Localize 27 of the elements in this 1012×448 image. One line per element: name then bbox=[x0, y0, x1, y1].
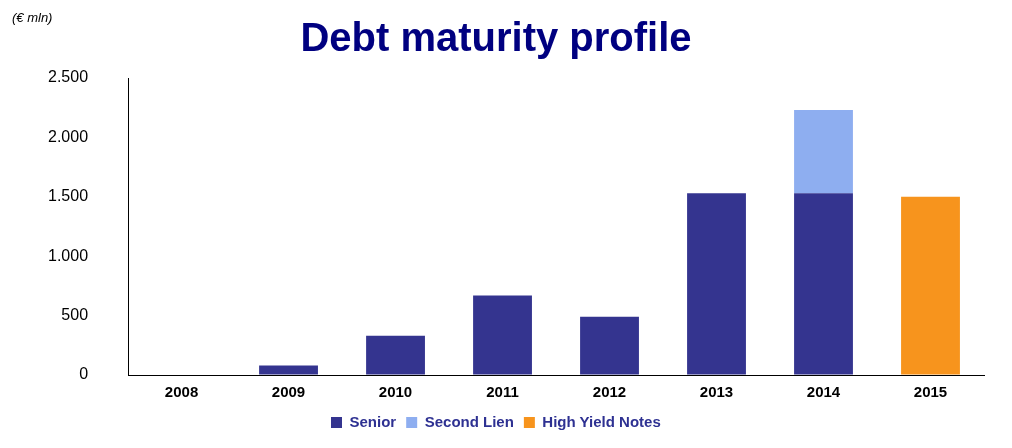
bar bbox=[794, 110, 853, 194]
legend-label: High Yield Notes bbox=[542, 412, 661, 430]
x-tick-label: 2010 bbox=[378, 383, 413, 401]
bar bbox=[259, 365, 318, 375]
x-tick-label: 2012 bbox=[592, 383, 627, 401]
legend-label: Second Lien bbox=[424, 412, 514, 430]
bar bbox=[366, 335, 425, 375]
y-tick-label: 2.500 bbox=[47, 68, 89, 86]
x-tick-label: 2011 bbox=[486, 383, 519, 401]
chart-title: Debt maturity profile bbox=[300, 15, 692, 60]
x-tick-label: 2013 bbox=[699, 383, 734, 401]
bar bbox=[687, 193, 746, 375]
y-tick-label: 1.500 bbox=[47, 187, 89, 205]
x-tick-label: 2014 bbox=[806, 383, 841, 401]
y-tick-label: 0 bbox=[79, 365, 89, 383]
x-tick-label: 2015 bbox=[913, 383, 948, 401]
y-axis-title: (€ mln) bbox=[12, 10, 53, 25]
y-tick-label: 2.000 bbox=[47, 127, 89, 145]
bar bbox=[794, 193, 853, 375]
bar bbox=[901, 196, 960, 375]
legend-label: Senior bbox=[349, 412, 397, 430]
x-tick-label: 2009 bbox=[271, 383, 306, 401]
bar bbox=[580, 316, 639, 375]
bar bbox=[473, 295, 532, 375]
x-tick-label: 2008 bbox=[164, 383, 199, 401]
y-tick-label: 500 bbox=[61, 306, 89, 324]
y-tick-label: 1.000 bbox=[47, 246, 89, 264]
